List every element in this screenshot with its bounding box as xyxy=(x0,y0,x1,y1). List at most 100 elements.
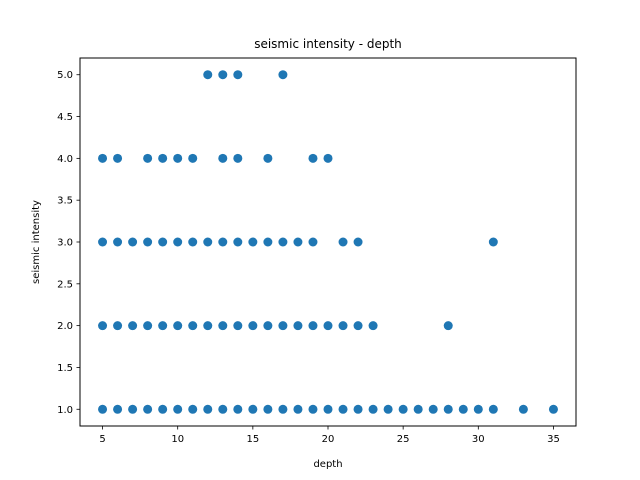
scatter-point xyxy=(323,404,333,414)
scatter-point xyxy=(308,237,318,247)
y-tick-label: 2.5 xyxy=(57,279,73,290)
x-tick-label: 25 xyxy=(397,434,410,445)
scatter-point xyxy=(233,321,243,331)
scatter-point xyxy=(233,237,243,247)
scatter-point xyxy=(173,237,183,247)
scatter-point xyxy=(113,237,123,247)
scatter-point xyxy=(113,321,123,331)
y-tick-label: 3.0 xyxy=(57,238,73,249)
scatter-point xyxy=(293,321,303,331)
scatter-point xyxy=(353,404,363,414)
scatter-point xyxy=(98,153,108,163)
scatter-point xyxy=(488,404,498,414)
y-tick-label: 2.0 xyxy=(57,321,73,332)
scatter-point xyxy=(128,237,138,247)
scatter-point xyxy=(248,404,258,414)
scatter-point xyxy=(233,153,243,163)
scatter-point xyxy=(98,321,108,331)
scatter-point xyxy=(548,404,558,414)
scatter-point xyxy=(458,404,468,414)
scatter-point xyxy=(173,404,183,414)
scatter-point xyxy=(308,321,318,331)
scatter-point xyxy=(218,70,228,80)
x-tick-label: 15 xyxy=(246,434,259,445)
scatter-point xyxy=(488,237,498,247)
scatter-point xyxy=(338,237,348,247)
scatter-point xyxy=(263,153,273,163)
scatter-point xyxy=(158,321,168,331)
scatter-point xyxy=(263,237,273,247)
scatter-point xyxy=(308,404,318,414)
y-axis-ticks: 1.0 1.5 2.0 2.5 3.0 3.5 4.0 4.5 5.0 xyxy=(57,70,80,416)
scatter-point xyxy=(173,321,183,331)
scatter-point xyxy=(323,321,333,331)
scatter-point xyxy=(443,404,453,414)
y-tick-label: 4.5 xyxy=(57,112,73,123)
y-tick-label: 5.0 xyxy=(57,70,73,81)
chart-title: seismic intensity - depth xyxy=(254,37,402,51)
scatter-point xyxy=(203,321,213,331)
scatter-point xyxy=(368,404,378,414)
scatter-point xyxy=(278,321,288,331)
scatter-point xyxy=(113,153,123,163)
scatter-point xyxy=(143,404,153,414)
scatter-point xyxy=(248,237,258,247)
scatter-point xyxy=(158,404,168,414)
x-tick-label: 35 xyxy=(547,434,560,445)
scatter-point xyxy=(233,404,243,414)
scatter-point xyxy=(323,153,333,163)
scatter-point xyxy=(353,321,363,331)
scatter-point xyxy=(293,404,303,414)
scatter-point xyxy=(173,153,183,163)
scatter-point xyxy=(218,237,228,247)
scatter-point xyxy=(413,404,423,414)
scatter-point xyxy=(203,404,213,414)
scatter-point xyxy=(428,404,438,414)
scatter-point xyxy=(218,153,228,163)
scatter-point xyxy=(338,321,348,331)
y-tick-label: 3.5 xyxy=(57,196,73,207)
scatter-point xyxy=(473,404,483,414)
scatter-point xyxy=(188,404,198,414)
y-tick-label: 1.0 xyxy=(57,405,73,416)
scatter-point xyxy=(188,237,198,247)
scatter-point xyxy=(518,404,528,414)
scatter-point xyxy=(278,237,288,247)
y-tick-label: 4.0 xyxy=(57,154,73,165)
scatter-point xyxy=(308,153,318,163)
scatter-point xyxy=(353,237,363,247)
scatter-point xyxy=(143,153,153,163)
scatter-point xyxy=(128,404,138,414)
scatter-point xyxy=(293,237,303,247)
scatter-point xyxy=(113,404,123,414)
x-tick-label: 5 xyxy=(99,434,105,445)
scatter-point xyxy=(218,404,228,414)
scatter-point xyxy=(98,404,108,414)
scatter-point xyxy=(158,153,168,163)
scatter-point xyxy=(188,321,198,331)
scatter-point xyxy=(158,237,168,247)
x-tick-label: 20 xyxy=(322,434,335,445)
plot-area-frame xyxy=(79,57,577,427)
data-points xyxy=(98,70,558,414)
scatter-point xyxy=(128,321,138,331)
x-tick-label: 30 xyxy=(472,434,485,445)
scatter-point xyxy=(263,321,273,331)
scatter-point xyxy=(248,321,258,331)
x-tick-label: 10 xyxy=(171,434,184,445)
scatter-point xyxy=(203,237,213,247)
scatter-point xyxy=(443,321,453,331)
y-tick-label: 1.5 xyxy=(57,363,73,374)
scatter-point xyxy=(398,404,408,414)
scatter-point xyxy=(218,321,228,331)
scatter-point xyxy=(188,153,198,163)
scatter-point xyxy=(233,70,243,80)
scatter-point xyxy=(98,237,108,247)
scatter-point xyxy=(203,70,213,80)
scatter-point xyxy=(263,404,273,414)
x-axis-label: depth xyxy=(313,459,342,470)
scatter-point xyxy=(143,237,153,247)
scatter-point xyxy=(338,404,348,414)
